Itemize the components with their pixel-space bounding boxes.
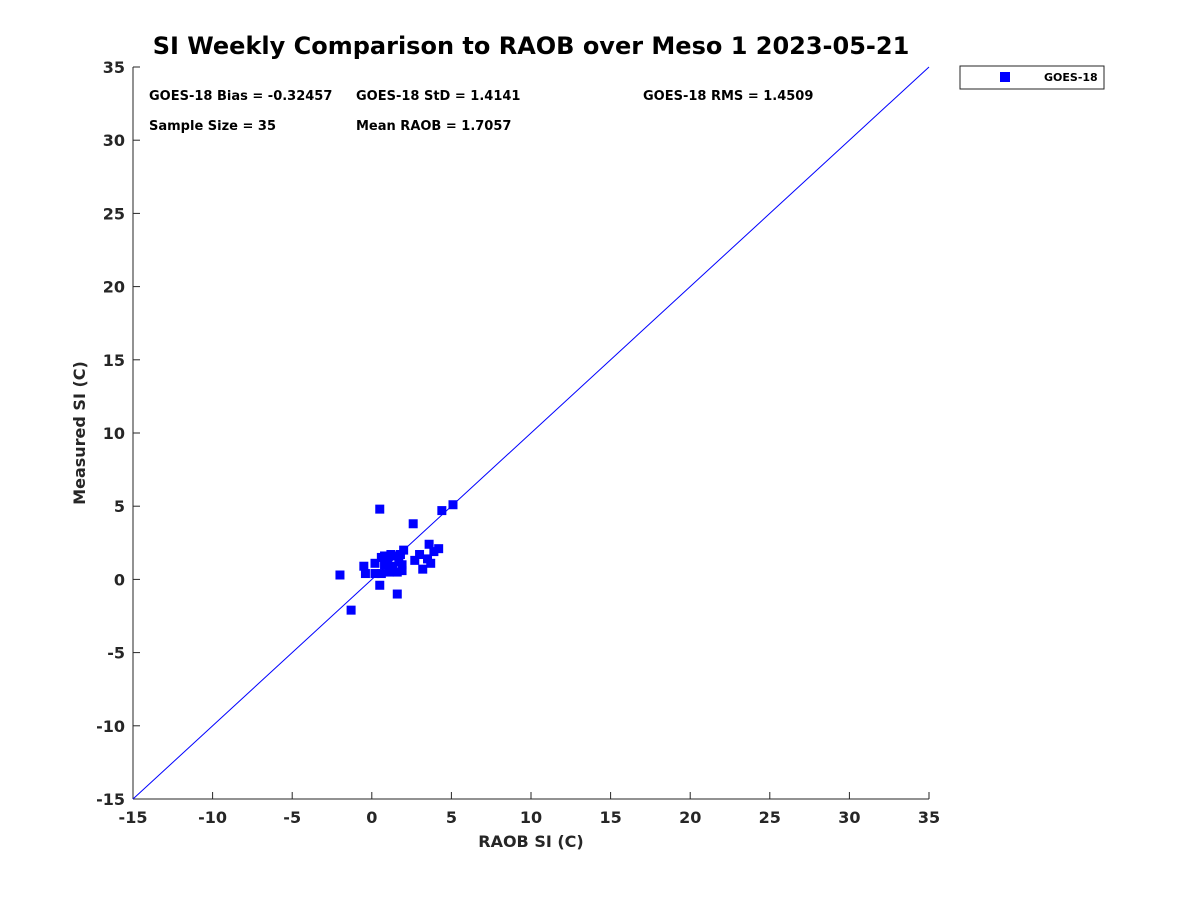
data-point: [426, 558, 436, 568]
x-tick-label: -5: [283, 808, 301, 827]
y-tick-label: 15: [103, 351, 125, 370]
data-point: [387, 561, 397, 571]
y-tick-label: 25: [103, 204, 125, 223]
data-point: [380, 560, 390, 570]
data-point: [370, 569, 380, 579]
stat-bias: GOES-18 Bias = -0.32457: [149, 89, 332, 104]
y-tick-label: 35: [103, 58, 125, 77]
chart-title: SI Weekly Comparison to RAOB over Meso 1…: [153, 32, 910, 60]
data-point: [359, 561, 369, 571]
stat-mean-raob: Mean RAOB = 1.7057: [356, 119, 511, 134]
legend: GOES-18: [959, 65, 1105, 90]
data-point: [386, 550, 396, 560]
y-tick-label: 30: [103, 131, 125, 150]
data-point: [415, 550, 425, 560]
y-tick-label: -5: [107, 644, 125, 663]
x-axis-label: RAOB SI (C): [478, 832, 583, 851]
data-point: [410, 555, 420, 565]
stat-sample-size: Sample Size = 35: [149, 119, 276, 134]
data-point: [397, 566, 407, 576]
data-marks: [132, 66, 930, 800]
legend-label-goes18: GOES-18: [1044, 71, 1098, 84]
x-tick-label: 30: [838, 808, 860, 827]
data-point: [360, 569, 370, 579]
x-tick-label: 10: [520, 808, 542, 827]
data-point: [392, 589, 402, 599]
y-tick-label: 20: [103, 278, 125, 297]
data-point: [397, 560, 407, 570]
x-tick-label: 0: [366, 808, 377, 827]
x-tick-label: 25: [759, 808, 781, 827]
data-point: [392, 567, 402, 577]
data-point: [370, 558, 380, 568]
y-tick-label: 10: [103, 424, 125, 443]
x-tick-label: 35: [918, 808, 940, 827]
legend-marker-goes18: [1000, 72, 1010, 82]
y-tick-label: -15: [96, 790, 125, 809]
legend-box: [959, 65, 1105, 90]
x-tick-label: 20: [679, 808, 701, 827]
data-point: [346, 605, 356, 615]
x-tick-label: 5: [446, 808, 457, 827]
reference-line-1to1: [132, 66, 930, 800]
data-point: [399, 545, 409, 555]
data-point: [418, 564, 428, 574]
data-point: [424, 539, 434, 549]
stat-rms: GOES-18 RMS = 1.4509: [643, 89, 813, 104]
x-tick-label: 15: [599, 808, 621, 827]
data-point: [437, 506, 447, 516]
data-point: [375, 504, 385, 514]
axis-ticks: -15 -10 -5 0 5 10 15 20 25 30 35 -15 -10 -5 0 5 10 15 20 25…: [96, 58, 940, 827]
y-tick-label: 0: [114, 570, 125, 589]
stat-std: GOES-18 StD = 1.4141: [356, 89, 520, 104]
data-point: [384, 567, 394, 577]
data-point: [375, 580, 385, 590]
y-tick-label: -10: [96, 717, 125, 736]
data-point: [448, 500, 458, 510]
data-point: [434, 544, 444, 554]
y-axis-label: Measured SI (C): [70, 361, 89, 505]
data-point: [391, 551, 401, 561]
x-tick-label: -15: [119, 808, 148, 827]
data-point: [335, 570, 345, 580]
data-point: [376, 569, 386, 579]
data-point: [429, 547, 439, 557]
y-tick-label: 5: [114, 497, 125, 516]
data-point: [408, 519, 418, 529]
x-tick-label: -10: [198, 808, 227, 827]
